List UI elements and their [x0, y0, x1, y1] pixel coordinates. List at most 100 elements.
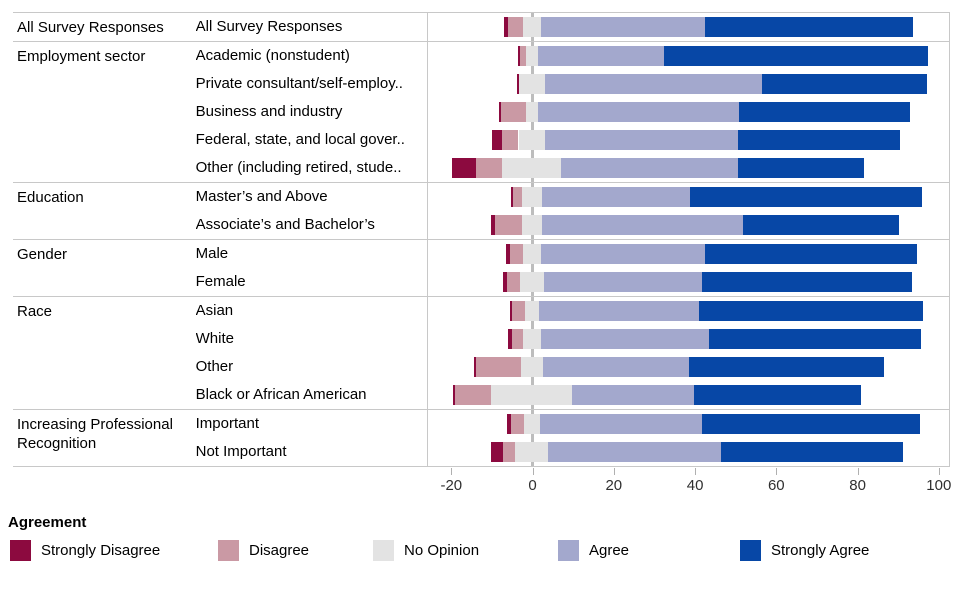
bar-segment-strongly-agree[interactable]: [705, 244, 917, 264]
bar-segment-agree[interactable]: [537, 102, 739, 122]
bar-segment-strongly-disagree[interactable]: [511, 187, 514, 207]
legend-item-strongly-agree[interactable]: Strongly Agree: [740, 540, 869, 561]
bar-segment-agree[interactable]: [541, 187, 691, 207]
legend-item-no-opinion[interactable]: No Opinion: [373, 540, 479, 561]
bar-segment-strongly-disagree[interactable]: [492, 130, 503, 150]
group-label: Race: [17, 303, 53, 320]
bar-segment-strongly-agree[interactable]: [742, 215, 900, 235]
bar-segment-strongly-disagree[interactable]: [504, 17, 509, 37]
bar-segment-strongly-disagree[interactable]: [517, 46, 520, 66]
bar-segment-disagree[interactable]: [495, 215, 522, 235]
bar-segment-agree[interactable]: [561, 158, 738, 178]
bar-segment-no-opinion[interactable]: [502, 158, 562, 178]
legend-label: Disagree: [249, 542, 310, 559]
bar-segment-disagree[interactable]: [511, 414, 524, 434]
bar-segment-disagree[interactable]: [510, 244, 523, 264]
row-label-black-or-african-american: Black or African American: [195, 386, 367, 403]
bar-segment-no-opinion[interactable]: [515, 442, 548, 462]
bar-segment-disagree[interactable]: [501, 102, 526, 122]
bar-segment-no-opinion[interactable]: [519, 272, 544, 292]
bar-segment-strongly-agree[interactable]: [737, 130, 901, 150]
bar-segment-disagree[interactable]: [503, 442, 516, 462]
bar-segment-agree[interactable]: [541, 215, 743, 235]
bar-segment-strongly-agree[interactable]: [663, 46, 928, 66]
group-employment-sector: Employment sector Academic (nonstudent) Pr…: [13, 41, 950, 182]
x-axis-tick: [613, 468, 615, 475]
bar-segment-no-opinion[interactable]: [521, 215, 542, 235]
bar-segment-strongly-disagree[interactable]: [506, 244, 511, 264]
bar-segment-strongly-disagree[interactable]: [452, 385, 455, 405]
bar-segment-no-opinion[interactable]: [522, 244, 541, 264]
bar-segment-strongly-disagree[interactable]: [516, 74, 519, 94]
bar-segment-strongly-agree[interactable]: [690, 187, 922, 207]
x-axis-tick-label: 0: [528, 477, 537, 494]
group-label: Gender: [17, 246, 68, 263]
bar-segment-strongly-disagree[interactable]: [507, 414, 512, 434]
bar-segment-agree[interactable]: [539, 414, 703, 434]
bar-segment-strongly-agree[interactable]: [709, 329, 921, 349]
bar-segment-strongly-agree[interactable]: [702, 414, 920, 434]
bar-segment-strongly-agree[interactable]: [689, 357, 885, 377]
legend-item-disagree[interactable]: Disagree: [218, 540, 309, 561]
bar-segment-strongly-disagree[interactable]: [510, 301, 513, 321]
bar-segment-no-opinion[interactable]: [523, 414, 540, 434]
bar-segment-disagree[interactable]: [502, 130, 519, 150]
legend-item-agree[interactable]: Agree: [558, 540, 629, 561]
bar-segment-strongly-agree[interactable]: [737, 158, 864, 178]
bar-segment-no-opinion[interactable]: [522, 17, 541, 37]
bar-segment-no-opinion[interactable]: [518, 74, 545, 94]
bar-segment-strongly-disagree[interactable]: [451, 158, 476, 178]
bar-segment-disagree[interactable]: [507, 272, 520, 292]
bar-segment-agree[interactable]: [538, 301, 700, 321]
bar-segment-strongly-agree[interactable]: [738, 102, 910, 122]
bar-row-male: [428, 240, 949, 268]
plot-area: [427, 410, 950, 466]
row-label-female: Female: [195, 273, 246, 290]
bar-segment-strongly-disagree[interactable]: [508, 329, 513, 349]
legend-items: Strongly Disagree Disagree No Opinion Agree…: [0, 540, 963, 564]
bar-segment-agree[interactable]: [544, 74, 763, 94]
bar-segment-strongly-disagree[interactable]: [491, 442, 504, 462]
bar-segment-no-opinion[interactable]: [524, 301, 539, 321]
bar-segment-agree[interactable]: [540, 329, 710, 349]
bar-segment-no-opinion[interactable]: [525, 46, 538, 66]
row-labels: Male Female: [196, 240, 428, 296]
bar-segment-strongly-disagree[interactable]: [503, 272, 508, 292]
bar-segment-strongly-agree[interactable]: [720, 442, 904, 462]
bar-segment-agree[interactable]: [537, 46, 664, 66]
bar-segment-agree[interactable]: [544, 130, 738, 150]
bar-segment-strongly-agree[interactable]: [705, 17, 913, 37]
bar-segment-disagree[interactable]: [475, 158, 503, 178]
bar-segment-disagree[interactable]: [512, 301, 525, 321]
bar-segment-disagree[interactable]: [508, 17, 523, 37]
bar-segment-agree[interactable]: [540, 17, 706, 37]
bar-segment-strongly-agree[interactable]: [694, 385, 861, 405]
bar-segment-agree[interactable]: [547, 442, 721, 462]
bar-segment-no-opinion[interactable]: [491, 385, 573, 405]
bar-segment-disagree[interactable]: [513, 187, 522, 207]
legend: Agreement Strongly Disagree Disagree No Op…: [0, 514, 963, 564]
bar-segment-no-opinion[interactable]: [520, 357, 543, 377]
bar-segment-strongly-disagree[interactable]: [499, 102, 502, 122]
bar-segment-disagree[interactable]: [475, 357, 521, 377]
bar-segment-agree[interactable]: [542, 357, 690, 377]
bar-segment-no-opinion[interactable]: [518, 130, 545, 150]
bar-segment-strongly-agree[interactable]: [762, 74, 927, 94]
bar-segment-strongly-disagree[interactable]: [491, 215, 496, 235]
bar-segment-no-opinion[interactable]: [525, 102, 538, 122]
bar-segment-strongly-disagree[interactable]: [473, 357, 476, 377]
bar-segment-strongly-agree[interactable]: [699, 301, 923, 321]
bar-segment-no-opinion[interactable]: [521, 187, 542, 207]
x-axis-tick: [451, 468, 453, 475]
bar-segment-agree[interactable]: [540, 244, 706, 264]
bar-segment-agree[interactable]: [543, 272, 703, 292]
bar-segment-disagree[interactable]: [454, 385, 492, 405]
bar-segment-disagree[interactable]: [519, 46, 526, 66]
bar-segment-agree[interactable]: [572, 385, 695, 405]
bar-row-master-s-and-above: [428, 183, 949, 211]
legend-item-strongly-disagree[interactable]: Strongly Disagree: [10, 540, 160, 561]
legend-title: Agreement: [8, 514, 87, 531]
bar-segment-strongly-agree[interactable]: [702, 272, 912, 292]
bar-segment-no-opinion[interactable]: [522, 329, 541, 349]
bar-segment-disagree[interactable]: [512, 329, 523, 349]
